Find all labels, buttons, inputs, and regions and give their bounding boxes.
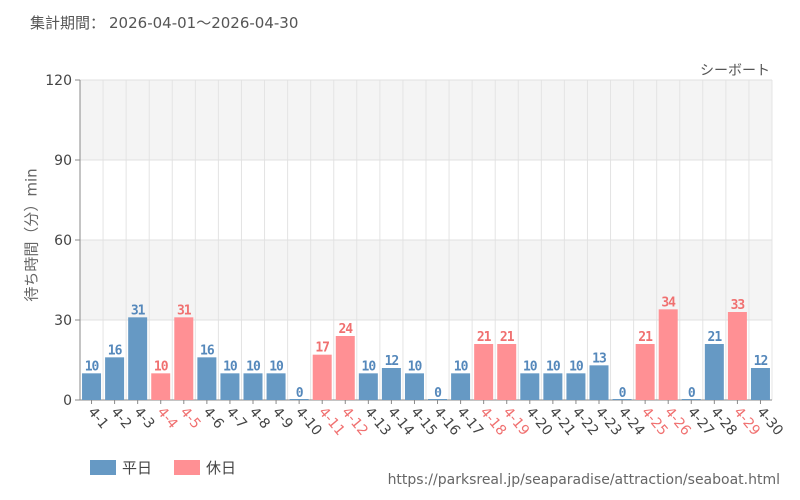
bar-4-23 [589, 365, 609, 400]
x-tick-label-4-4: 4-4 [154, 404, 181, 432]
data-label-4-7: 10 [223, 359, 238, 374]
data-label-4-15: 10 [408, 359, 423, 374]
bar-4-6 [197, 357, 217, 400]
x-tick-label-4-3: 4-3 [131, 404, 158, 432]
data-label-4-18: 21 [477, 330, 492, 345]
bar-4-5 [174, 317, 194, 400]
bar-4-20 [520, 373, 540, 400]
legend-label-weekday: 平日 [122, 459, 153, 477]
bar-4-27 [681, 399, 701, 400]
data-label-4-5: 31 [177, 303, 192, 318]
bar-4-13 [358, 373, 378, 400]
data-label-4-24: 0 [619, 386, 627, 401]
data-label-4-4: 10 [154, 359, 169, 374]
x-tick-label-4-6: 4-6 [200, 404, 227, 432]
data-label-4-30: 12 [754, 354, 768, 369]
y-tick-label: 90 [54, 153, 72, 169]
x-tick-label-4-2: 4-2 [108, 404, 135, 432]
bar-4-19 [497, 344, 517, 400]
legend-swatch-holiday [174, 460, 201, 475]
y-tick-label: 120 [45, 73, 72, 89]
legend: 平日 休日 [90, 457, 258, 478]
bar-4-10 [289, 399, 309, 400]
period-label: 集計期間： [30, 14, 106, 32]
y-tick-label: 30 [54, 313, 72, 329]
data-label-4-8: 10 [246, 359, 261, 374]
bar-4-29 [727, 312, 747, 400]
bar-4-2 [105, 357, 125, 400]
bar-4-14 [381, 368, 401, 400]
bar-4-26 [658, 309, 678, 400]
x-tick-label-4-9: 4-9 [269, 404, 296, 432]
bar-4-4 [151, 373, 171, 400]
bar-4-24 [612, 399, 632, 400]
bar-4-18 [474, 344, 494, 400]
legend-item-weekday: 平日 [90, 457, 152, 478]
legend-item-holiday: 休日 [174, 457, 236, 478]
data-label-4-22: 10 [569, 359, 584, 374]
data-label-4-2: 16 [108, 343, 123, 358]
data-label-4-11: 17 [315, 341, 329, 356]
bar-4-25 [635, 344, 655, 400]
bar-4-8 [243, 373, 263, 400]
data-label-4-29: 33 [731, 298, 745, 313]
x-tick-label-4-5: 4-5 [177, 404, 204, 432]
bar-4-11 [312, 354, 332, 400]
chart-title: シーボート [700, 63, 770, 79]
y-tick-label: 0 [63, 393, 72, 409]
bar-4-30 [750, 368, 770, 400]
bar-4-28 [704, 344, 724, 400]
data-label-4-10: 0 [296, 386, 304, 401]
bar-4-16 [428, 399, 448, 400]
data-label-4-6: 16 [200, 343, 215, 358]
bar-4-22 [566, 373, 586, 400]
data-label-4-1: 10 [85, 359, 100, 374]
data-label-4-3: 31 [131, 303, 146, 318]
data-label-4-19: 21 [500, 330, 515, 345]
bar-4-7 [220, 373, 240, 400]
data-label-4-28: 21 [708, 330, 723, 345]
data-label-4-27: 0 [688, 386, 696, 401]
bar-chart: 0306090120104-1164-2314-3104-4314-5164-6… [45, 73, 786, 439]
bar-4-9 [266, 373, 286, 400]
y-tick-label: 60 [54, 233, 72, 249]
source-url: https://parksreal.jp/seaparadise/attract… [387, 472, 780, 488]
data-label-4-17: 10 [454, 359, 469, 374]
period-header: 集計期間： 2026-04-01～2026-04-30 [30, 12, 298, 33]
data-label-4-23: 13 [592, 351, 606, 366]
x-tick-label-4-8: 4-8 [246, 404, 273, 432]
bar-4-21 [543, 373, 563, 400]
x-tick-label-4-7: 4-7 [223, 404, 250, 432]
period-value: 2026-04-01～2026-04-30 [109, 14, 299, 32]
legend-label-holiday: 休日 [206, 459, 237, 477]
data-label-4-12: 24 [338, 322, 353, 337]
bar-4-12 [335, 336, 355, 400]
bar-4-3 [128, 317, 148, 400]
data-label-4-25: 21 [638, 330, 653, 345]
data-label-4-20: 10 [523, 359, 538, 374]
x-tick-label-4-1: 4-1 [84, 404, 111, 432]
bar-4-15 [404, 373, 424, 400]
data-label-4-13: 10 [362, 359, 377, 374]
legend-swatch-weekday [90, 460, 116, 475]
data-label-4-9: 10 [269, 359, 284, 374]
bar-4-1 [82, 373, 102, 400]
bar-4-17 [451, 373, 471, 400]
data-label-4-16: 0 [434, 386, 442, 401]
data-label-4-26: 34 [661, 295, 676, 310]
data-label-4-21: 10 [546, 359, 561, 374]
data-label-4-14: 12 [385, 354, 399, 369]
